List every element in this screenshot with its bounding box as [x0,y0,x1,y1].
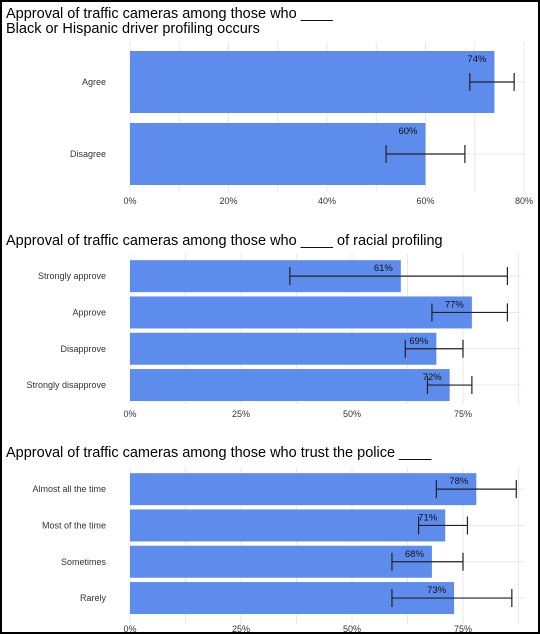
chart-3-tick-label-4: 75% [454,624,472,632]
chart-3-bar-2 [130,509,446,542]
chart-1-data-label-2: 60% [398,126,418,137]
chart-3-data-label-1: 78% [449,476,469,487]
chart-1-title-line-2: Black or Hispanic driver profiling occur… [6,21,260,37]
chart-3-data-label-4: 73% [427,585,447,596]
chart-1-tick-label-2: 20% [219,196,237,206]
chart-2-tick-label-4: 75% [454,409,472,419]
chart-3-tick-label-3: 50% [343,624,361,632]
chart-3-title-line-1: Approval of traffic cameras among those … [6,445,432,461]
chart-1-data-label-1: 74% [467,54,487,65]
chart-2-data-label-3: 69% [409,336,429,347]
chart-2-bar-2 [130,296,472,329]
chart-2-category-label-1: Strongly approve [38,271,106,281]
chart-1-category-label-1: Agree [82,77,106,87]
chart-2-data-label-4: 72% [423,372,443,383]
chart-2-data-label-1: 61% [374,263,394,274]
chart-1-title-line-1: Approval of traffic cameras among those … [6,6,334,22]
chart-2-tick-label-3: 50% [343,409,361,419]
chart-2-bar-4 [130,369,450,402]
chart-3-category-label-1: Almost all the time [32,484,106,494]
chart-2-category-label-4: Strongly disapprove [26,380,106,390]
chart-3-tick-label-1: 0% [123,624,136,632]
chart-1-tick-label-3: 40% [318,196,336,206]
chart-3-category-label-2: Most of the time [42,520,106,530]
chart-2-bar-3 [130,332,437,365]
chart-3-tick-label-2: 25% [232,624,250,632]
chart-3-category-label-3: Sometimes [61,557,107,567]
chart-1-bar-1 [130,51,495,113]
chart-1-bar-2 [130,123,426,185]
chart-1-tick-label-4: 60% [416,196,434,206]
chart-3-data-label-3: 68% [405,549,425,560]
chart-2-category-label-2: Approve [72,307,106,317]
chart-3-bar-3 [130,545,432,578]
chart-1-category-label-2: Disagree [70,149,106,159]
chart-2-title-line-1: Approval of traffic cameras among those … [6,233,443,249]
chart-3-data-label-2: 71% [418,512,438,523]
chart-2-category-label-3: Disapprove [60,344,106,354]
chart-3-category-label-4: Rarely [80,593,107,603]
chart-2-tick-label-1: 0% [123,409,136,419]
chart-2-tick-label-2: 25% [232,409,250,419]
chart-1-tick-label-5: 80% [515,196,533,206]
chart-3-bar-1 [130,473,477,506]
chart-1-tick-label-1: 0% [123,196,136,206]
chart-2-data-label-2: 77% [445,299,465,310]
